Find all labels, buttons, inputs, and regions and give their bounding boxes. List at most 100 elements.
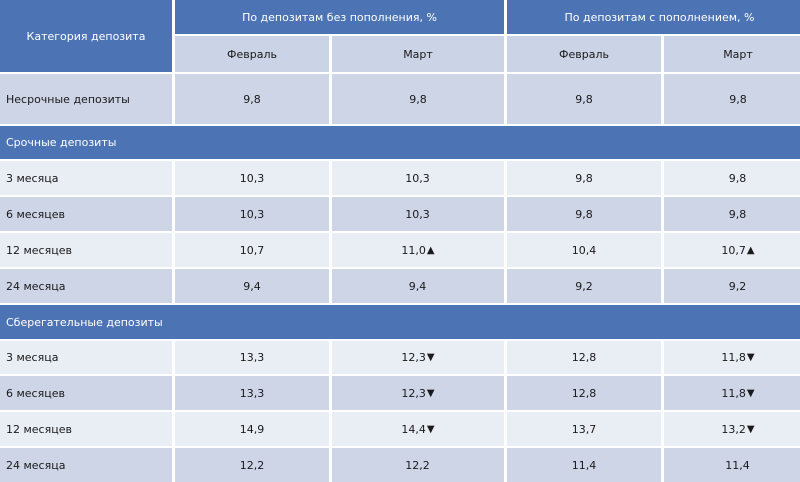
- table-cell: 9,8: [664, 161, 800, 195]
- table-cell: 12,3 ▼: [332, 341, 504, 374]
- table-cell: 9,8: [507, 161, 661, 195]
- table-cell: 14,4 ▼: [332, 412, 504, 446]
- cell-value: 9,8: [575, 92, 593, 106]
- table-cell: 12,8: [507, 341, 661, 374]
- cell-value: 11,8: [721, 386, 746, 400]
- table-cell: 10,4: [507, 233, 661, 267]
- trend-up-icon: ▲: [746, 244, 755, 256]
- table-cell: 13,3: [175, 341, 329, 374]
- row-label: 12 месяцев: [0, 412, 172, 446]
- cell-value: 13,7: [571, 422, 597, 436]
- cell-value: 14,4: [401, 422, 426, 436]
- cell-value: 9,8: [575, 171, 593, 185]
- section-header-term: Срочные депозиты: [0, 126, 800, 159]
- month-label: Март: [403, 47, 433, 61]
- month-label: Февраль: [227, 47, 277, 61]
- group-header-topup-label: По депозитам с пополнением, %: [564, 10, 755, 24]
- cell-value: 10,7: [239, 243, 265, 257]
- cell-value: 12,2: [239, 458, 265, 472]
- section-header-savings: Сберегательные депозиты: [0, 305, 800, 339]
- trend-down-icon: ▼: [746, 352, 755, 363]
- cell-value: 9,8: [243, 92, 261, 106]
- table-cell: 12,3 ▼: [332, 376, 504, 410]
- cell-value: 10,3: [239, 171, 265, 185]
- cell-value: 10,3: [239, 207, 265, 221]
- group-header-no-topup-label: По депозитам без пополнения, %: [242, 10, 437, 24]
- table-cell: 9,8: [664, 197, 800, 231]
- cell-value: 12,3: [401, 351, 426, 364]
- row-label: 3 месяца: [0, 161, 172, 195]
- table-cell: 10,7: [175, 233, 329, 267]
- month-header-feb-1: Февраль: [175, 36, 329, 72]
- month-header-feb-2: Февраль: [507, 36, 661, 72]
- table-cell: 12,2: [175, 448, 329, 482]
- row-label-text: 24 месяца: [6, 458, 66, 472]
- table-cell: 9,2: [507, 269, 661, 303]
- row-label-text: 3 месяца: [6, 351, 59, 364]
- table-cell: 9,8: [175, 74, 329, 124]
- cell-value: 10,3: [405, 171, 430, 185]
- table-cell: 10,3: [175, 161, 329, 195]
- table-cell: 10,3: [332, 197, 504, 231]
- table-cell: 9,8: [332, 74, 504, 124]
- table-cell: 9,8: [507, 197, 661, 231]
- category-header-label: Категория депозита: [26, 29, 146, 43]
- row-label-text: 3 месяца: [6, 171, 59, 185]
- cell-value: 11,8: [721, 351, 746, 364]
- row-label-text: 24 месяца: [6, 279, 66, 293]
- table-cell: 11,4: [507, 448, 661, 482]
- row-label: 12 месяцев: [0, 233, 172, 267]
- cell-value: 9,8: [728, 171, 747, 185]
- cell-value: 13,2: [721, 422, 746, 436]
- table-cell: 14,9: [175, 412, 329, 446]
- table-cell: 10,3: [175, 197, 329, 231]
- cell-value: 9,8: [728, 207, 747, 221]
- row-label-text: 12 месяцев: [6, 422, 72, 436]
- row-label: 3 месяца: [0, 341, 172, 374]
- table-cell: 13,2 ▼: [664, 412, 800, 446]
- cell-value: 11,4: [725, 458, 750, 472]
- month-header-mar-2: Март: [664, 36, 800, 72]
- cell-value: 9,2: [728, 279, 747, 293]
- trend-down-icon: ▼: [426, 423, 435, 435]
- cell-value: 11,0: [401, 243, 426, 257]
- cell-value: 10,4: [571, 243, 597, 257]
- month-label: Февраль: [559, 47, 609, 61]
- cell-value: 13,3: [239, 386, 265, 400]
- cell-value: 9,4: [243, 279, 261, 293]
- cell-value: 11,4: [571, 458, 597, 472]
- cell-value: 10,3: [405, 207, 430, 221]
- cell-value: 12,3: [401, 386, 426, 400]
- table-cell: 11,0 ▲: [332, 233, 504, 267]
- trend-down-icon: ▼: [746, 423, 755, 435]
- table-cell: 13,7: [507, 412, 661, 446]
- table-cell: 13,3: [175, 376, 329, 410]
- row-label: 24 месяца: [0, 269, 172, 303]
- category-header: Категория депозита: [0, 0, 172, 72]
- cell-value: 9,2: [575, 279, 593, 293]
- table-cell: 9,4: [175, 269, 329, 303]
- cell-value: 13,3: [239, 351, 265, 364]
- cell-value: 9,8: [575, 207, 593, 221]
- cell-value: 14,9: [239, 422, 265, 436]
- table-cell: 9,8: [664, 74, 800, 124]
- row-label: 6 месяцев: [0, 197, 172, 231]
- trend-down-icon: ▼: [426, 387, 435, 399]
- group-header-no-topup: По депозитам без пополнения, %: [175, 0, 504, 34]
- row-label-text: 12 месяцев: [6, 243, 72, 257]
- row-label-text: 6 месяцев: [6, 386, 65, 400]
- cell-value: 12,2: [405, 458, 430, 472]
- cell-value: 12,8: [571, 386, 597, 400]
- section-title: Срочные депозиты: [6, 136, 117, 149]
- trend-down-icon: ▼: [426, 352, 435, 363]
- table-cell: 11,8 ▼: [664, 376, 800, 410]
- month-label: Март: [723, 47, 753, 61]
- row-label: 24 месяца: [0, 448, 172, 482]
- table-cell: 12,2: [332, 448, 504, 482]
- cell-value: 9,8: [729, 92, 747, 106]
- table-cell: 11,4: [664, 448, 800, 482]
- table-cell: 9,2: [664, 269, 800, 303]
- row-label-text: 6 месяцев: [6, 207, 65, 221]
- section-title: Сберегательные депозиты: [6, 315, 163, 329]
